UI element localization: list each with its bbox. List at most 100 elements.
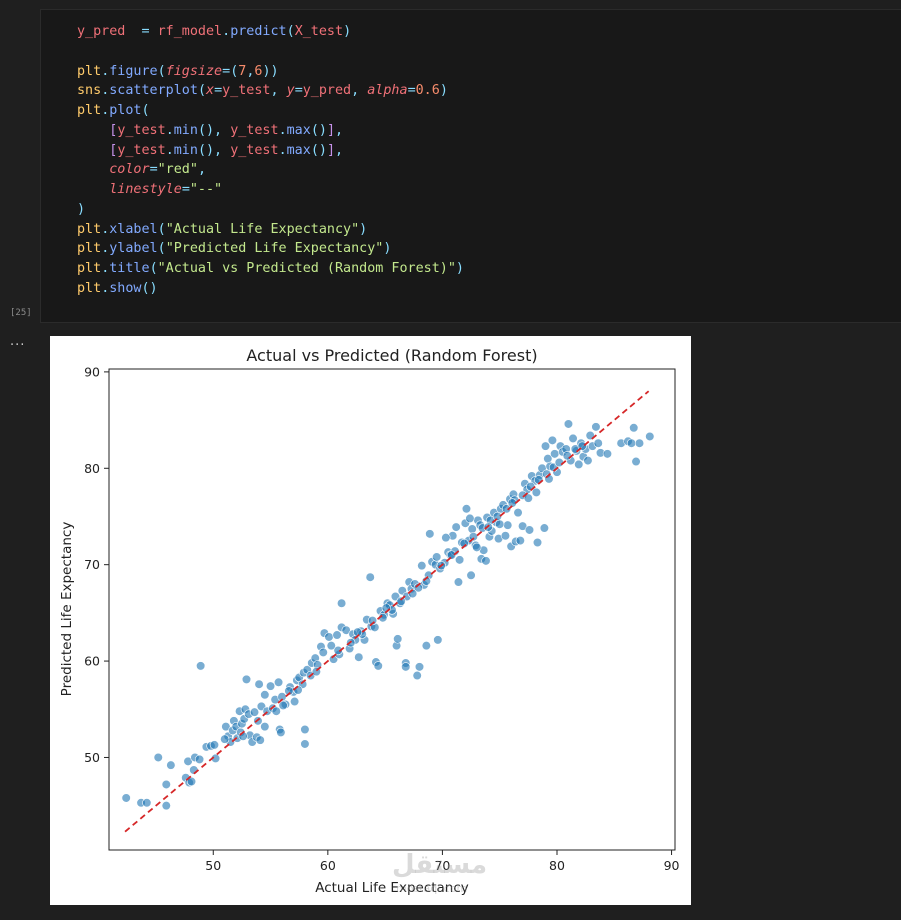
data-point: [495, 519, 505, 529]
code-line[interactable]: linestyle="--": [77, 180, 464, 200]
code-token: ,: [246, 63, 255, 79]
data-point: [142, 798, 152, 808]
code-token: .: [101, 280, 110, 296]
code-token: .: [101, 63, 110, 79]
data-point: [550, 449, 560, 459]
code-line[interactable]: plt.title("Actual vs Predicted (Random F…: [77, 259, 464, 279]
code-token: (: [286, 24, 295, 39]
data-point: [583, 455, 593, 466]
code-token: .: [222, 24, 231, 39]
code-line[interactable]: [77, 42, 464, 62]
code-line[interactable]: [y_test.min(), y_test.max()],: [77, 121, 464, 141]
data-point: [503, 520, 513, 530]
data-point: [425, 529, 435, 539]
code-token: figure: [109, 63, 158, 79]
data-point: [417, 561, 427, 571]
code-token: plt: [77, 221, 102, 237]
data-point: [260, 690, 270, 700]
y-axis-label: Predicted Life Expectancy: [59, 522, 75, 697]
data-point: [432, 552, 442, 562]
data-point: [531, 487, 541, 497]
code-line[interactable]: plt.plot(: [77, 101, 464, 121]
code-token: ]: [326, 122, 335, 138]
code-editor[interactable]: y_pred = rf_model.predict(X_test) plt.fi…: [40, 9, 901, 323]
data-point: [568, 433, 578, 444]
data-point: [196, 661, 206, 671]
code-token: (: [230, 63, 239, 79]
code-token: ]: [326, 142, 335, 158]
code-token: y_test: [117, 122, 166, 138]
code-token: )): [262, 63, 279, 79]
x-tick-label: 70: [434, 858, 450, 873]
code-line[interactable]: plt.figure(figsize=(7,6)): [77, 62, 464, 82]
code-line[interactable]: sns.scatterplot(x=y_test, y=y_pred, alph…: [77, 81, 464, 101]
code-token: ): [455, 261, 464, 276]
data-point: [472, 542, 482, 552]
data-point: [629, 423, 639, 433]
code-line[interactable]: y_pred = rf_model.predict(X_test): [77, 22, 464, 42]
notebook-cell: y_pred = rf_model.predict(X_test) plt.fi…: [0, 0, 901, 326]
code-line[interactable]: ): [77, 200, 464, 220]
data-point: [255, 735, 265, 745]
code-token: [77, 182, 109, 197]
data-point: [433, 635, 443, 645]
data-point: [183, 756, 193, 766]
y-tick-label: 60: [84, 654, 100, 669]
code-token: y_pred: [77, 24, 126, 39]
data-point: [412, 670, 422, 681]
data-point: [591, 422, 601, 432]
data-point: [454, 555, 465, 565]
data-point: [300, 739, 310, 749]
data-point: [461, 504, 472, 514]
code-block[interactable]: y_pred = rf_model.predict(X_test) plt.fi…: [77, 22, 464, 299]
code-token: "Predicted Life Expectancy": [165, 241, 384, 257]
data-point: [626, 438, 637, 448]
data-point: [513, 508, 523, 518]
code-token: (: [157, 63, 166, 79]
code-token: (): [310, 142, 327, 158]
code-token: alpha: [367, 83, 408, 99]
data-point: [441, 533, 451, 543]
data-point: [271, 706, 281, 716]
data-point: [602, 449, 613, 459]
code-token: plt: [77, 63, 102, 79]
code-line[interactable]: plt.ylabel("Predicted Life Expectancy"): [77, 239, 464, 259]
code-token: (): [310, 122, 327, 138]
watermark-url: mostaql.com: [396, 882, 468, 895]
y-tick-label: 80: [84, 461, 100, 476]
data-point: [645, 431, 655, 442]
axes-frame: [108, 368, 676, 851]
code-token: [77, 123, 109, 138]
code-token: ylabel: [109, 241, 158, 257]
output-more-icon[interactable]: ...: [10, 334, 26, 349]
code-token: (: [197, 83, 206, 99]
code-line[interactable]: color="red",: [77, 160, 464, 180]
code-token: [150, 24, 158, 39]
code-line[interactable]: [y_test.min(), y_test.max()],: [77, 141, 464, 161]
code-token: .: [101, 221, 110, 237]
code-token: .: [278, 142, 287, 158]
data-point: [532, 537, 543, 548]
code-token: 6: [254, 63, 263, 79]
code-token: .: [278, 122, 287, 138]
code-token: ): [343, 24, 352, 39]
code-line[interactable]: plt.show(): [77, 279, 464, 299]
chart-title: Actual vs Predicted (Random Forest): [246, 346, 537, 365]
data-point: [468, 532, 478, 542]
code-token: .: [165, 142, 174, 158]
code-token: .: [101, 261, 110, 276]
code-token: .: [101, 103, 110, 118]
data-point: [333, 645, 343, 656]
data-point: [501, 504, 512, 514]
data-point: [466, 570, 476, 580]
data-point: [209, 740, 220, 750]
scatter-chart: Actual vs Predicted (Random Forest) 50 60…: [59, 346, 680, 896]
data-point: [324, 632, 334, 642]
code-token: ,: [335, 142, 344, 158]
data-point: [373, 661, 383, 671]
data-point: [554, 457, 564, 468]
code-token: [222, 143, 230, 158]
code-line[interactable]: plt.xlabel("Actual Life Expectancy"): [77, 220, 464, 240]
code-token: plot: [109, 103, 142, 118]
x-tick-label: 50: [205, 858, 221, 873]
